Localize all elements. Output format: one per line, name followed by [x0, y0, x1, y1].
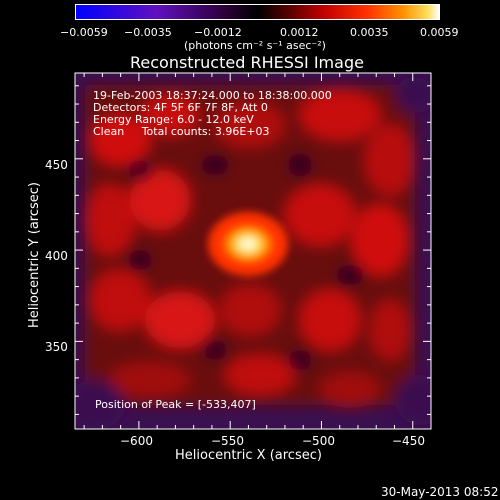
annotation-detectors: Detectors: 4F 5F 6F 7F 8F, Att 0 — [93, 101, 268, 114]
x-tick-label-3: −450 — [392, 434, 425, 448]
colorbar-tick-4: 0.0035 — [350, 26, 389, 39]
y-tick-label-0: 350 — [45, 340, 68, 354]
footer-date: 30-May-2013 08:52 — [381, 485, 499, 499]
colorbar-tick-1: −0.0035 — [124, 26, 172, 39]
y-axis-label: Heliocentric Y (arcsec) — [27, 182, 42, 328]
peak-position-label: Position of Peak = [-533,407] — [95, 398, 256, 411]
x-tick-label-1: −550 — [211, 434, 244, 448]
colorbar — [75, 4, 440, 20]
y-tick-label-2: 450 — [45, 158, 68, 172]
colorbar-tick-5: 0.0059 — [420, 26, 459, 39]
annotation-total-counts: Clean Total counts: 3.96E+03 — [93, 125, 270, 138]
colorbar-tick-3: 0.0012 — [280, 26, 319, 39]
x-axis-label: Heliocentric X (arcsec) — [175, 448, 322, 463]
colorbar-tick-2: −0.0012 — [194, 26, 242, 39]
x-tick-label-0: −600 — [120, 434, 153, 448]
colorbar-tick-0: −0.0059 — [60, 26, 108, 39]
chart-title: Reconstructed RHESSI Image — [130, 53, 364, 72]
annotation-energy-range: Energy Range: 6.0 - 12.0 keV — [93, 113, 254, 126]
y-tick-label-1: 400 — [45, 249, 68, 263]
colorbar-unit-label: (photons cm⁻² s⁻¹ asec⁻²) — [184, 39, 326, 52]
plot-frame — [74, 72, 432, 430]
x-tick-label-2: −500 — [302, 434, 335, 448]
annotation-time-range: 19-Feb-2003 18:37:24.000 to 18:38:00.000 — [93, 89, 332, 102]
